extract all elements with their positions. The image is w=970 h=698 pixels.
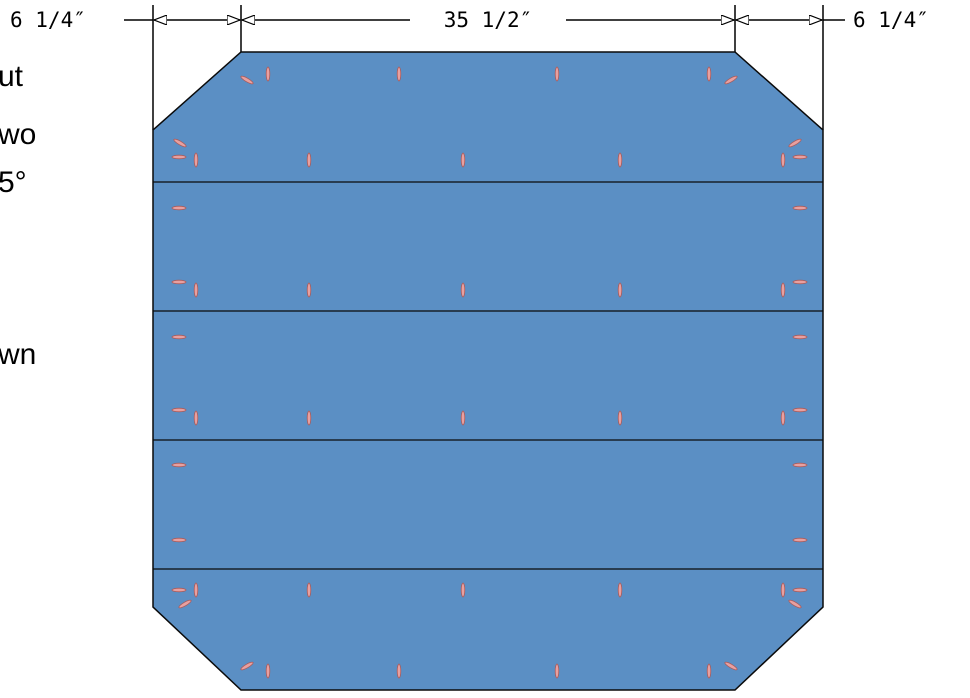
pocket-hole [780,582,786,598]
pocket-hole [240,75,254,85]
pocket-hole [306,282,312,298]
dimension-lines [124,5,845,130]
left-text-line-1: ut [0,60,24,93]
board-seams [153,181,823,570]
pocket-hole [460,152,466,168]
pocket-hole [792,279,808,285]
pocket-hole [193,582,199,598]
tabletop-panel [152,51,824,691]
pocket-hole [306,582,312,598]
pocket-hole [460,410,466,426]
pocket-hole [617,582,623,598]
pocket-hole [554,663,560,679]
pocket-hole [554,66,560,82]
pocket-hole [171,205,187,211]
pocket-hole [460,582,466,598]
left-text-line-3: 5° [0,166,27,199]
pocket-hole [193,282,199,298]
pocket-hole [724,75,738,85]
pocket-hole [171,407,187,413]
pocket-hole [706,663,712,679]
pocket-hole [240,661,254,671]
pocket-hole [780,152,786,168]
pocket-hole [306,152,312,168]
pocket-hole [193,410,199,426]
pocket-hole [460,282,466,298]
pocket-hole [171,279,187,285]
pocket-hole [396,66,402,82]
dimension-label-left: 6 1/4″ [10,8,86,32]
pocket-hole [265,66,271,82]
pocket-hole [265,663,271,679]
pocket-hole [617,410,623,426]
pocket-hole [792,537,808,543]
pocket-hole [306,410,312,426]
pocket-hole [178,599,192,609]
pocket-holes [171,66,808,679]
pocket-hole [171,537,187,543]
pocket-hole [706,66,712,82]
pocket-hole [617,152,623,168]
dimension-label-middle: 35 1/2″ [444,8,533,32]
pocket-hole [792,587,808,593]
left-text-line-4: wn [0,338,37,371]
pocket-hole [780,410,786,426]
left-text-line-2: wo [0,118,37,151]
pocket-hole [788,138,802,148]
pocket-hole [171,334,187,340]
pocket-hole [724,661,738,671]
pocket-hole [792,334,808,340]
pocket-hole [173,138,187,148]
pocket-hole [171,587,187,593]
pocket-hole [792,205,808,211]
pocket-hole [780,282,786,298]
dimension-label-right: 6 1/4″ [853,8,929,32]
pocket-hole [617,282,623,298]
pocket-hole [792,407,808,413]
pocket-hole [171,462,187,468]
pocket-hole [396,663,402,679]
pocket-hole [193,152,199,168]
pocket-hole [792,462,808,468]
pocket-hole [171,154,187,160]
pocket-hole [788,599,802,609]
pocket-hole [792,154,808,160]
